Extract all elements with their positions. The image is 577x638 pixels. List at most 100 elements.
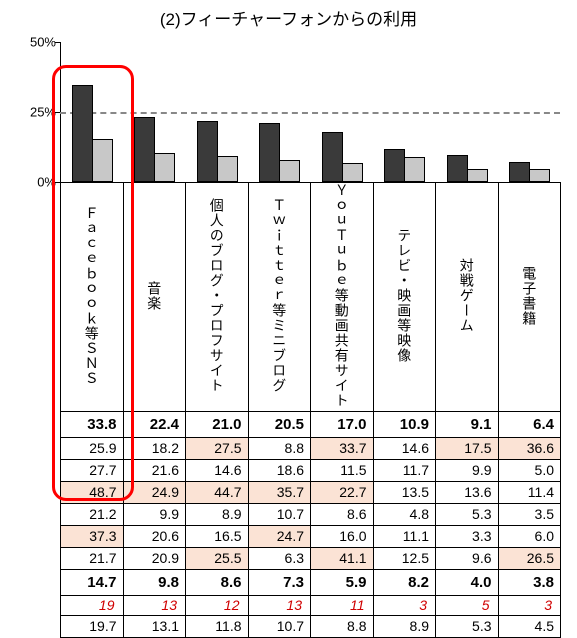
table-cell: 7.3 bbox=[248, 569, 311, 595]
table-cell: 3.3 bbox=[436, 525, 499, 547]
table-cell: 8.8 bbox=[311, 615, 374, 637]
table-cell: 33.7 bbox=[311, 437, 374, 459]
table-cell: 4.0 bbox=[436, 569, 499, 595]
table-cell: 8.9 bbox=[373, 615, 436, 637]
table-cell: 25.9 bbox=[61, 437, 124, 459]
table-cell: 10.7 bbox=[248, 503, 311, 525]
table-cell: 9.8 bbox=[123, 569, 186, 595]
table-cell: 27.7 bbox=[61, 459, 124, 481]
bar-light bbox=[529, 169, 550, 182]
table-cell: 5.3 bbox=[436, 503, 499, 525]
y-tick-label: 25% bbox=[30, 105, 56, 120]
table-cell: 19 bbox=[61, 595, 124, 615]
table-cell: 5.9 bbox=[311, 569, 374, 595]
table-cell: 41.1 bbox=[311, 547, 374, 569]
table-cell: 11.4 bbox=[498, 481, 561, 503]
column-header: Ｆａｃｅｂｏｏｋ等ＳＮＳ bbox=[61, 183, 124, 412]
column-header: Ｔｗｉｔｔｅｒ等ミニブログ bbox=[248, 183, 311, 412]
table-cell: 10.7 bbox=[248, 615, 311, 637]
table-cell: 5.3 bbox=[436, 615, 499, 637]
bar-dark bbox=[384, 149, 405, 182]
table-cell: 6.3 bbox=[248, 547, 311, 569]
table-cell: 11.1 bbox=[373, 525, 436, 547]
table-cell: 21.2 bbox=[61, 503, 124, 525]
table-cell: 6.0 bbox=[498, 525, 561, 547]
y-tick-label: 0% bbox=[37, 175, 56, 190]
table-cell: 17.0 bbox=[311, 411, 374, 437]
table-cell: 9.9 bbox=[123, 503, 186, 525]
table-cell: 48.7 bbox=[61, 481, 124, 503]
bar-dark bbox=[447, 155, 468, 182]
table-cell: 21.6 bbox=[123, 459, 186, 481]
bar-dark bbox=[134, 117, 155, 182]
table-cell: 22.7 bbox=[311, 481, 374, 503]
table-cell: 9.9 bbox=[436, 459, 499, 481]
table-cell: 13 bbox=[123, 595, 186, 615]
table-cell: 13 bbox=[248, 595, 311, 615]
table-cell: 18.6 bbox=[248, 459, 311, 481]
table-cell: 44.7 bbox=[186, 481, 249, 503]
table-cell: 4.5 bbox=[498, 615, 561, 637]
table-cell: 8.8 bbox=[248, 437, 311, 459]
table-cell: 25.5 bbox=[186, 547, 249, 569]
table-cell: 14.6 bbox=[186, 459, 249, 481]
table-cell: 11 bbox=[311, 595, 374, 615]
table-cell: 8.6 bbox=[186, 569, 249, 595]
table-cell: 4.8 bbox=[373, 503, 436, 525]
table-cell: 22.4 bbox=[123, 411, 186, 437]
column-header: 個人のブログ・プロフサイト bbox=[186, 183, 249, 412]
bar-light bbox=[154, 153, 175, 182]
column-header: テレビ・映画等映像 bbox=[373, 183, 436, 412]
table-cell: 3 bbox=[373, 595, 436, 615]
y-tick-label: 50% bbox=[30, 35, 56, 50]
bar-light bbox=[342, 163, 363, 182]
column-header: 音楽 bbox=[123, 183, 186, 412]
bar-dark bbox=[259, 123, 280, 182]
table-cell: 3.5 bbox=[498, 503, 561, 525]
bar-chart: 0%25%50% bbox=[60, 42, 560, 182]
column-header: ＹｏｕＴｕｂｅ等動画共有サイト bbox=[311, 183, 374, 412]
table-cell: 6.4 bbox=[498, 411, 561, 437]
bar-dark bbox=[322, 132, 343, 182]
table-cell: 17.5 bbox=[436, 437, 499, 459]
table-cell: 8.6 bbox=[311, 503, 374, 525]
table-cell: 5 bbox=[436, 595, 499, 615]
table-cell: 21.0 bbox=[186, 411, 249, 437]
table-cell: 11.5 bbox=[311, 459, 374, 481]
table-cell: 16.0 bbox=[311, 525, 374, 547]
table-cell: 11.7 bbox=[373, 459, 436, 481]
table-cell: 9.1 bbox=[436, 411, 499, 437]
table-cell: 8.9 bbox=[186, 503, 249, 525]
table-cell: 14.6 bbox=[373, 437, 436, 459]
table-cell: 13.5 bbox=[373, 481, 436, 503]
bar-light bbox=[467, 169, 488, 182]
table-cell: 13.6 bbox=[436, 481, 499, 503]
bar-light bbox=[404, 157, 425, 182]
table-cell: 12.5 bbox=[373, 547, 436, 569]
table-cell: 27.5 bbox=[186, 437, 249, 459]
table-cell: 18.2 bbox=[123, 437, 186, 459]
table-cell: 20.9 bbox=[123, 547, 186, 569]
table-cell: 12 bbox=[186, 595, 249, 615]
table-cell: 20.5 bbox=[248, 411, 311, 437]
bar-dark bbox=[72, 85, 93, 182]
bar-light bbox=[217, 156, 238, 182]
table-cell: 33.8 bbox=[61, 411, 124, 437]
bar-light bbox=[279, 160, 300, 182]
table-cell: 20.6 bbox=[123, 525, 186, 547]
table-cell: 11.8 bbox=[186, 615, 249, 637]
table-cell: 26.5 bbox=[498, 547, 561, 569]
table-cell: 35.7 bbox=[248, 481, 311, 503]
column-header: 電子書籍 bbox=[498, 183, 561, 412]
bar-dark bbox=[197, 121, 218, 182]
column-header: 対戦ゲーム bbox=[436, 183, 499, 412]
table-cell: 14.7 bbox=[61, 569, 124, 595]
table-cell: 24.9 bbox=[123, 481, 186, 503]
table-cell: 24.7 bbox=[248, 525, 311, 547]
table-cell: 37.3 bbox=[61, 525, 124, 547]
table-cell: 5.0 bbox=[498, 459, 561, 481]
table-cell: 21.7 bbox=[61, 547, 124, 569]
table-cell: 10.9 bbox=[373, 411, 436, 437]
table-cell: 8.2 bbox=[373, 569, 436, 595]
bar-light bbox=[92, 139, 113, 182]
